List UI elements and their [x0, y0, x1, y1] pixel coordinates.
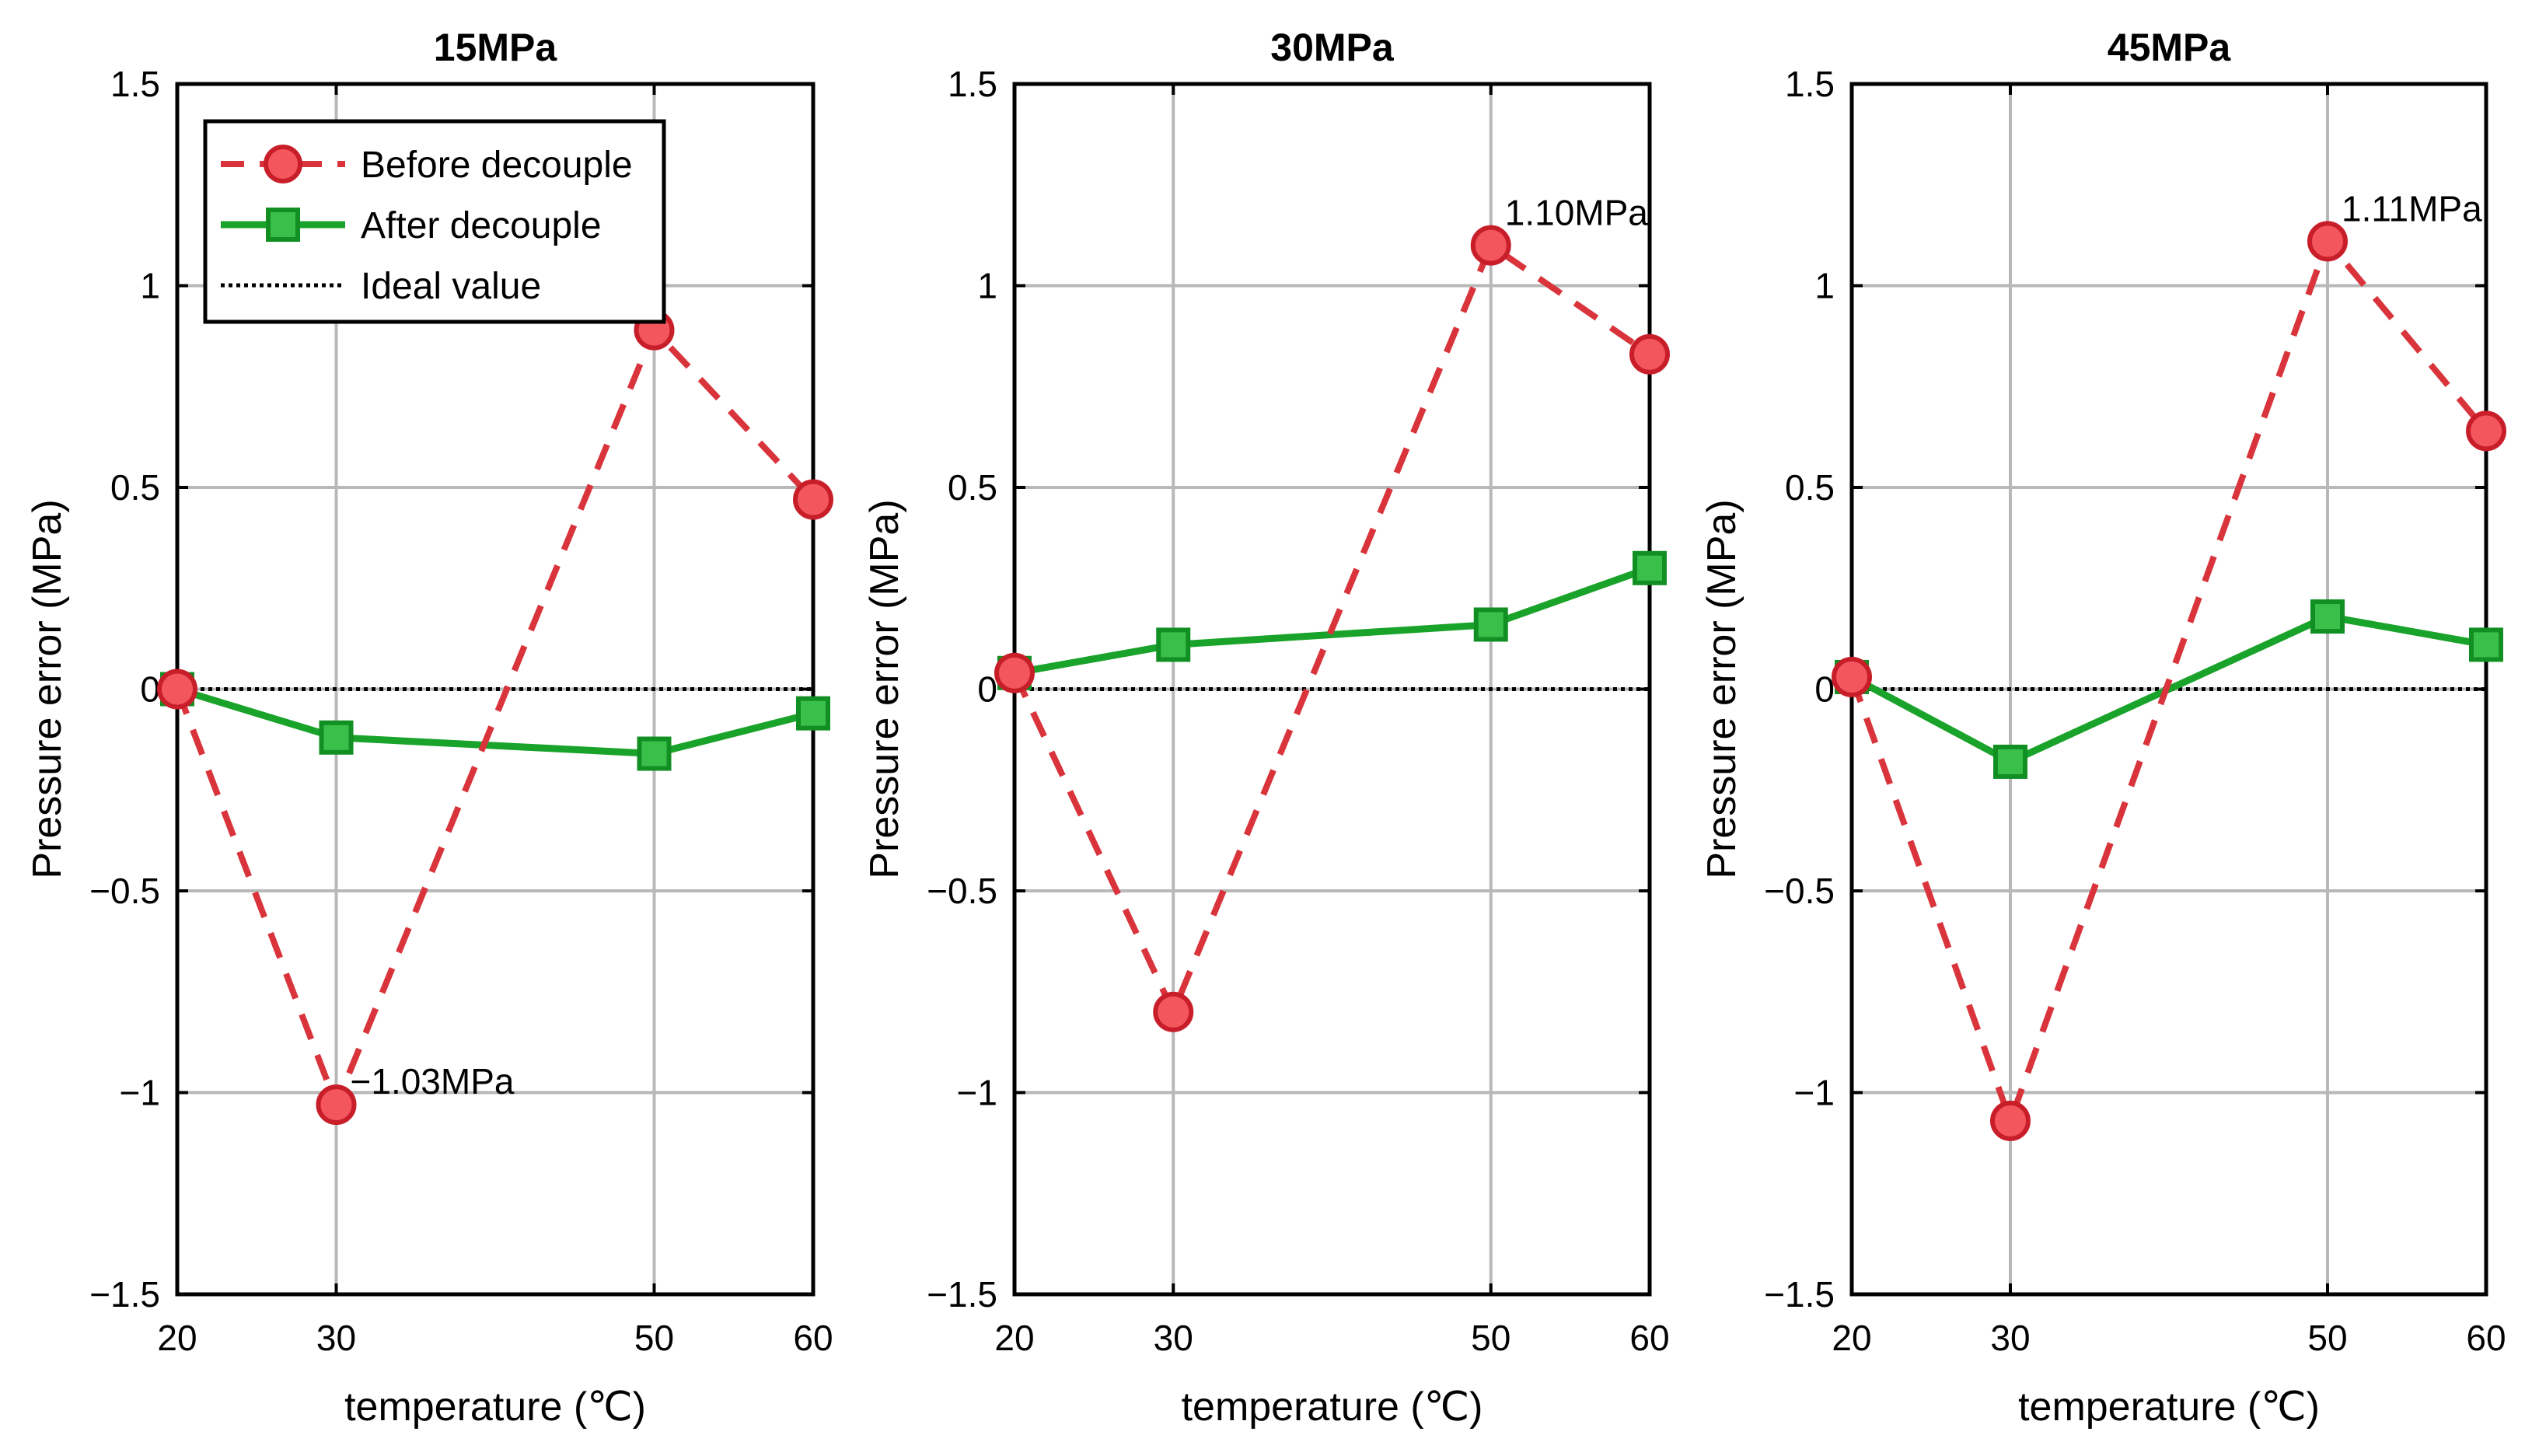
panel-1: 20 30 50 60 −1.5 −1 −0.5 0 0.5 1 1.5 15MPa temperatu…	[25, 26, 833, 1430]
data-annotation: 1.10MPa	[1505, 193, 1649, 233]
x-tick-label: 20	[994, 1318, 1034, 1358]
y-axis-label: Pressure error (MPa)	[862, 499, 907, 878]
y-tick-label: 0	[977, 669, 997, 710]
after-decouple-point	[796, 696, 830, 731]
after-decouple-point	[1993, 744, 2027, 779]
y-tick-label: −0.5	[1764, 871, 1835, 911]
x-tick-label: 50	[634, 1318, 674, 1358]
series-line-after-decouple	[1014, 564, 1651, 677]
y-tick-label: −1.5	[927, 1274, 997, 1315]
y-tick-label: 1.5	[110, 64, 160, 104]
x-tick-label: 20	[157, 1318, 197, 1358]
before-decouple-point	[1629, 333, 1670, 375]
series-line-before-decouple	[1849, 235, 2489, 1130]
y-tick-label: −1	[957, 1073, 997, 1113]
y-tick-label: −0.5	[89, 871, 160, 911]
y-tick-label: −1.5	[1764, 1274, 1835, 1315]
y-tick-label: 0	[1814, 669, 1835, 710]
before-decouple-point	[994, 652, 1035, 693]
after-decouple-point	[319, 720, 354, 755]
after-decouple-point	[1473, 607, 1508, 642]
series-line-before-decouple	[1011, 240, 1652, 1020]
y-tick-label: 0.5	[948, 467, 997, 508]
after-decouple-point	[1633, 550, 1667, 585]
x-tick-label: 60	[793, 1318, 833, 1358]
legend: Before decouple After decouple Ideal value	[203, 119, 666, 324]
panel-title: 45MPa	[2108, 26, 2232, 69]
x-axis-label: temperature (℃)	[1182, 1384, 1483, 1430]
legend-label: Ideal value	[361, 266, 541, 307]
panel-title: 30MPa	[1270, 26, 1395, 69]
y-tick-label: 0.5	[1785, 467, 1835, 508]
panel-2: 20 30 50 60 −1.5 −1 −0.5 0 0.5 1 1.5 30MPa temperatu…	[862, 26, 1670, 1430]
x-tick-label: 20	[1832, 1318, 1871, 1358]
x-tick-label: 50	[1471, 1318, 1510, 1358]
y-tick-label: 0	[140, 669, 160, 710]
before-decouple-point	[793, 479, 833, 520]
y-tick-label: −0.5	[927, 871, 997, 911]
legend-marker-circle	[264, 145, 302, 183]
y-axis-label: Pressure error (MPa)	[1699, 499, 1744, 878]
after-decouple-point	[637, 736, 672, 771]
y-tick-label: 1.5	[948, 64, 997, 104]
y-tick-label: 0.5	[110, 467, 160, 508]
x-tick-label: 30	[1990, 1318, 2030, 1358]
after-decouple-point	[1156, 627, 1191, 662]
before-decouple-point	[1990, 1100, 2031, 1141]
series-line-after-decouple	[176, 686, 815, 758]
before-decouple-point	[1470, 225, 1511, 266]
before-decouple-point	[316, 1084, 357, 1126]
before-decouple-point	[2466, 410, 2506, 452]
legend-marker-square	[266, 208, 300, 242]
panel-title: 15MPa	[434, 26, 558, 69]
before-decouple-point	[1153, 991, 1194, 1032]
y-tick-label: 1	[977, 266, 997, 306]
after-decouple-point	[2469, 627, 2503, 662]
y-tick-label: 1.5	[1785, 64, 1835, 104]
data-annotation: 1.11MPa	[2342, 188, 2482, 229]
legend-label: Before decouple	[361, 145, 633, 186]
x-axis-label: temperature (℃)	[344, 1384, 646, 1430]
y-tick-label: −1	[120, 1073, 160, 1113]
after-decouple-point	[2310, 599, 2345, 634]
x-tick-label: 50	[2307, 1318, 2347, 1358]
series-line-before-decouple	[174, 324, 815, 1113]
y-tick-label: −1	[1794, 1073, 1835, 1113]
before-decouple-point	[2307, 221, 2348, 262]
legend-label: After decouple	[361, 205, 602, 246]
y-axis-label: Pressure error (MPa)	[25, 499, 70, 878]
before-decouple-point	[1832, 656, 1872, 697]
x-tick-label: 30	[316, 1318, 356, 1358]
x-axis-label: temperature (℃)	[2018, 1384, 2320, 1430]
data-annotation: −1.03MPa	[351, 1061, 515, 1102]
x-tick-label: 30	[1154, 1318, 1193, 1358]
before-decouple-point	[157, 669, 197, 710]
y-tick-label: 1	[140, 266, 160, 306]
x-tick-label: 60	[1629, 1318, 1669, 1358]
panel-3: 20 30 50 60 −1.5 −1 −0.5 0 0.5 1 1.5 45MPa temperatu…	[1699, 26, 2506, 1430]
x-tick-label: 60	[2466, 1318, 2506, 1358]
y-tick-label: 1	[1814, 266, 1835, 306]
y-tick-label: −1.5	[89, 1274, 160, 1315]
